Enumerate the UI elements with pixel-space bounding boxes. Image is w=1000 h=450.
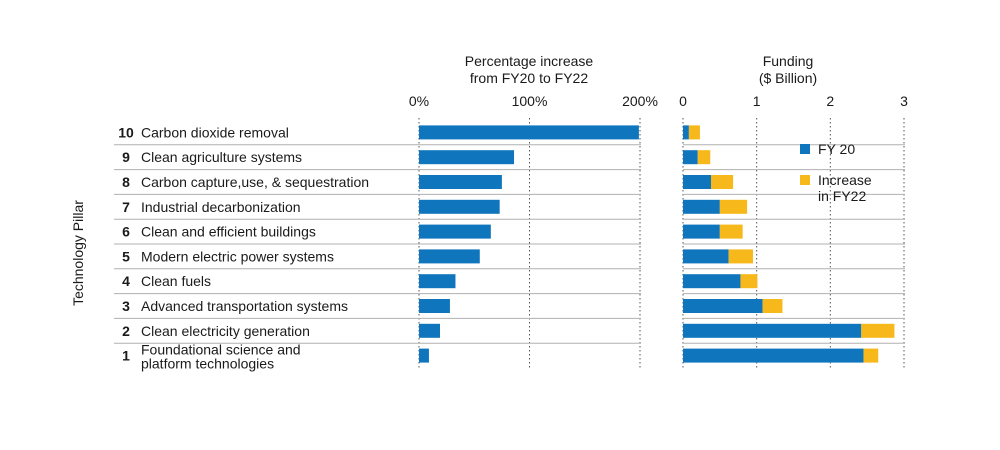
category-number: 4 — [122, 273, 130, 289]
funding-fy20-bar — [683, 150, 698, 165]
category-label: Carbon capture,use, & sequestration — [141, 174, 369, 190]
category-number: 7 — [122, 199, 130, 215]
pct-increase-bar — [419, 125, 639, 140]
funding-tick-label: 2 — [826, 93, 834, 109]
category-label-line2: platform technologies — [141, 356, 274, 372]
funding-tick-label: 3 — [900, 93, 908, 109]
row-separators — [114, 144, 905, 344]
funding-increase-bar — [728, 249, 753, 264]
funding-chart-title-line1: Funding — [763, 53, 814, 69]
category-number: 8 — [122, 174, 130, 190]
pct-increase-bar — [419, 224, 491, 239]
legend-label-increase-line1: Increase — [818, 172, 872, 188]
pct-increase-bar — [419, 199, 500, 214]
pct-chart-title-line1: Percentage increase — [465, 53, 594, 69]
category-number: 3 — [122, 298, 130, 314]
funding-increase-bar — [697, 150, 711, 165]
funding-fy20-bar — [683, 299, 763, 313]
funding-fy20-bar — [683, 348, 864, 363]
category-number: 9 — [122, 149, 130, 165]
pct-increase-bar — [419, 274, 456, 289]
funding-fy20-bar — [683, 224, 720, 239]
category-labels: 10 Carbon dioxide removal 9 Clean agricultu… — [118, 124, 369, 371]
pct-tick-label: 200% — [622, 93, 658, 109]
funding-increase-bar — [688, 125, 700, 140]
category-label: Advanced transportation systems — [141, 298, 348, 314]
funding-fy20-bar — [683, 175, 711, 189]
category-label: Modern electric power systems — [141, 248, 334, 264]
category-number: 6 — [122, 224, 130, 240]
category-label: Clean and efficient buildings — [141, 224, 316, 240]
bars — [419, 125, 895, 363]
funding-fy20-bar — [683, 323, 862, 338]
legend-label-fy20: FY 20 — [818, 141, 855, 157]
category-label: Carbon dioxide removal — [141, 124, 289, 140]
pct-increase-bar — [419, 150, 515, 165]
funding-increase-bar — [762, 299, 783, 313]
pct-tick-label: 0% — [409, 93, 429, 109]
pct-tick-label: 100% — [512, 93, 548, 109]
category-number: 2 — [122, 323, 130, 339]
funding-increase-bar — [719, 224, 743, 239]
funding-tick-label: 0 — [679, 93, 687, 109]
category-number: 5 — [122, 248, 130, 264]
category-number: 1 — [122, 348, 130, 364]
funding-fy20-bar — [683, 125, 689, 140]
funding-increase-bar — [710, 175, 734, 189]
funding-fy20-bar — [683, 199, 720, 214]
funding-increase-bar — [861, 323, 895, 338]
funding-chart-title-line2: ($ Billion) — [759, 70, 817, 86]
funding-fy20-bar — [683, 274, 741, 289]
pct-increase-bar — [419, 175, 502, 189]
legend-swatch-increase — [800, 175, 810, 185]
funding-tick-label: 1 — [753, 93, 761, 109]
funding-increase-bar — [719, 199, 748, 214]
legend-label-increase-line2: in FY22 — [818, 188, 866, 204]
tick-labels: 0% 100% 200% 0 1 2 3 — [409, 93, 908, 109]
category-label: Clean agriculture systems — [141, 149, 302, 165]
pct-increase-bar — [419, 323, 440, 338]
funding-increase-bar — [863, 348, 879, 363]
pct-increase-bar — [419, 348, 429, 363]
category-label: Foundational science and — [141, 342, 301, 358]
category-label: Clean electricity generation — [141, 323, 310, 339]
y-axis-title: Technology Pillar — [70, 200, 86, 306]
category-label: Clean fuels — [141, 273, 211, 289]
pct-increase-bar — [419, 249, 480, 264]
funding-increase-bar — [740, 274, 758, 289]
legend-swatch-fy20 — [800, 144, 810, 154]
funding-fy20-bar — [683, 249, 729, 264]
pct-increase-bar — [419, 299, 450, 313]
category-label: Industrial decarbonization — [141, 199, 301, 215]
legend: FY 20 Increase in FY22 — [800, 141, 872, 204]
pct-chart-title-line2: from FY20 to FY22 — [470, 70, 588, 86]
category-number: 10 — [118, 124, 134, 140]
